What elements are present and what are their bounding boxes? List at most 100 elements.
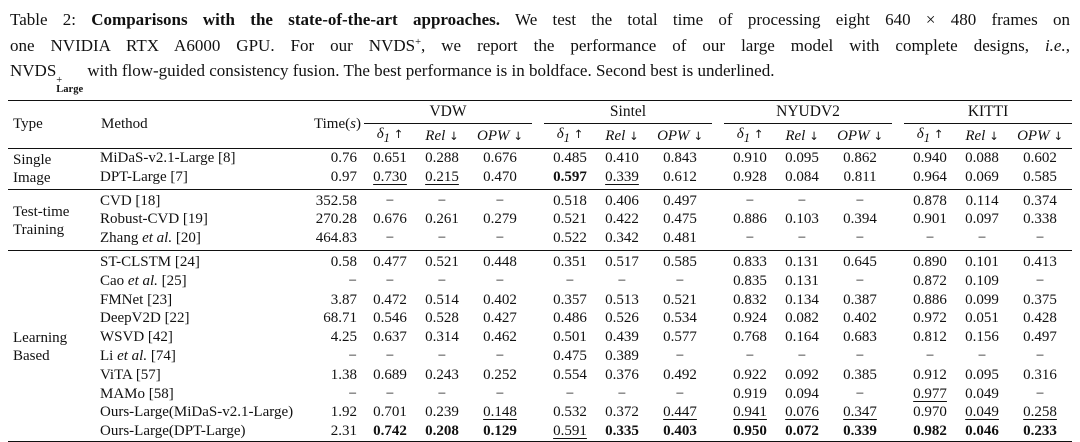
value-cell: −: [437, 347, 447, 364]
column-spacer: [712, 385, 724, 404]
value-cell: 0.683: [843, 329, 877, 346]
metric-header: OPW ↓: [1008, 123, 1073, 149]
column-spacer: [892, 272, 904, 291]
value-cell: 0.389: [605, 347, 639, 364]
column-spacer: [892, 291, 904, 310]
value-cell: 0.403: [663, 423, 697, 440]
value-cell: 0.878: [913, 192, 947, 209]
value-cell: 0.485: [553, 150, 587, 166]
value-cell: 0.941: [733, 404, 767, 421]
value-cell: 0.428: [1023, 310, 1057, 327]
value-cell: 0.522: [544, 229, 596, 251]
value-cell: −: [675, 272, 685, 289]
value-cell: 0.049: [965, 385, 999, 402]
value-cell: 0.462: [483, 329, 517, 346]
caption-title: Comparisons with the state-of-the-art ap…: [91, 10, 501, 29]
value-cell: 0.243: [425, 366, 459, 383]
value-cell: 0.376: [605, 366, 639, 383]
value-cell: 0.922: [733, 366, 767, 383]
column-spacer: [532, 328, 544, 347]
value-cell: 0.768: [733, 329, 767, 346]
value-cell: 0.338: [1023, 211, 1057, 228]
column-spacer: [712, 149, 724, 168]
value-cell: 0.843: [663, 150, 697, 166]
method-cell: DPT-Large [7]: [96, 167, 314, 190]
value-cell: 0.402: [843, 310, 877, 327]
value-cell: 0.585: [663, 253, 697, 270]
method-cell: WSVD [42]: [100, 329, 173, 346]
column-spacer: [712, 272, 724, 291]
value-cell: 0.518: [553, 192, 587, 209]
value-cell: −: [956, 229, 1009, 251]
value-cell: 0.374: [1023, 192, 1057, 209]
value-cell: 0.886: [913, 291, 947, 308]
time-cell: 0.76: [330, 150, 357, 166]
column-spacer: [712, 309, 724, 328]
dataset-group-header-vdw: VDW: [364, 100, 532, 124]
table-row: Single Image MiDaS-v2.1-Large [8] 0.76 0.651…: [8, 148, 1072, 190]
table-row: DeepV2D [22] 68.71 0.546 0.528 0.427 0.486 0.5…: [8, 309, 1072, 328]
value-cell: −: [385, 272, 395, 289]
header-time: Time(s): [314, 100, 364, 149]
column-spacer: [532, 149, 544, 168]
value-cell: 0.394: [843, 211, 877, 228]
table-row: MAMo [58] − − − − − − − 0.919 0.094 − 0.977 0.049 −: [8, 385, 1072, 404]
table-row: Ours-Large(MiDaS-v2.1-Large) 1.92 0.701 0.2…: [8, 403, 1072, 422]
time-cell: 2.31: [330, 423, 357, 440]
value-cell: −: [385, 347, 395, 364]
value-cell: 0.372: [605, 404, 639, 421]
value-cell: 0.129: [483, 423, 517, 440]
value-cell: −: [468, 229, 532, 251]
value-cell: 0.406: [605, 192, 639, 209]
value-cell: 0.970: [913, 404, 947, 421]
time-cell: 4.25: [330, 329, 357, 346]
type-cell: Learning Based: [13, 329, 68, 364]
table-row: Li et al. [74] − − − − 0.475 0.389 − − − − − − −: [8, 347, 1072, 366]
metric-header: OPW ↓: [468, 123, 532, 149]
value-cell: −: [437, 272, 447, 289]
value-cell: 0.134: [785, 291, 819, 308]
value-cell: 0.513: [605, 291, 639, 308]
value-cell: 0.261: [425, 211, 459, 228]
column-spacer: [712, 291, 724, 310]
value-cell: 0.208: [425, 423, 459, 440]
value-cell: 0.526: [605, 310, 639, 327]
value-cell: −: [828, 229, 893, 251]
metric-header: δ1 ↑: [364, 123, 416, 149]
value-cell: −: [565, 272, 575, 289]
column-spacer: [712, 210, 724, 229]
type-cell: Test-time Training: [8, 189, 96, 251]
value-cell: 0.314: [425, 329, 459, 346]
value-cell: 0.912: [913, 366, 947, 383]
value-cell: 0.095: [785, 150, 819, 166]
metric-header: Rel ↓: [956, 123, 1009, 149]
value-cell: −: [776, 229, 829, 251]
column-spacer: [892, 167, 905, 190]
value-cell: 0.982: [913, 423, 947, 440]
value-cell: −: [565, 385, 575, 402]
value-cell: 0.095: [965, 366, 999, 383]
value-cell: −: [437, 385, 447, 402]
value-cell: 0.481: [648, 229, 713, 251]
value-cell: 0.689: [373, 366, 407, 383]
dataset-header-row: Type Method Time(s) VDW Sintel NYUDV2 KITTI: [8, 100, 1073, 149]
column-spacer: [532, 403, 544, 422]
column-spacer: [712, 366, 724, 385]
column-spacer: [712, 250, 724, 271]
value-cell: −: [495, 192, 505, 209]
value-cell: −: [1035, 272, 1045, 289]
value-cell: 0.811: [828, 167, 893, 190]
value-cell: 0.131: [785, 272, 819, 289]
value-cell: 0.890: [913, 253, 947, 270]
table-row: WSVD [42] 4.25 0.637 0.314 0.462 0.501 0.439 0.…: [8, 328, 1072, 347]
caption-text-2: one NVIDIA RTX A6000 GPU. For our NVDS: [10, 35, 416, 55]
value-cell: 0.546: [373, 310, 407, 327]
value-cell: 0.521: [425, 253, 459, 270]
value-cell: −: [1035, 385, 1045, 402]
table-row: Learning Based ST-CLSTM [24] 0.58 0.477 0.521…: [8, 250, 1072, 364]
column-spacer: [532, 272, 544, 291]
value-cell: −: [797, 347, 807, 364]
value-cell: 0.413: [1023, 253, 1057, 270]
value-cell: −: [675, 385, 685, 402]
value-cell: −: [855, 192, 865, 209]
